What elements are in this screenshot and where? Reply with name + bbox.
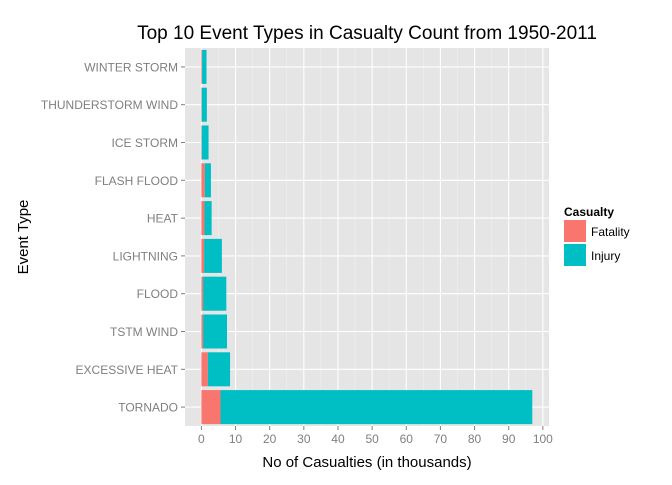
bar-fatality [201,276,204,311]
x-tick-label: 20 [263,432,277,446]
chart-title: Top 10 Event Types in Casualty Count fro… [137,23,597,44]
legend-key-fatality [564,220,586,242]
bar-injury [204,201,212,236]
y-tick-label: FLASH FLOOD [95,174,179,188]
bar-injury [202,49,207,84]
y-tick-label: LIGHTNING [113,249,178,263]
y-tick-label: EXCESSIVE HEAT [76,363,179,377]
x-tick-label: 70 [434,432,448,446]
x-tick-label: 90 [502,432,516,446]
x-tick-label: 40 [331,432,345,446]
x-tick-label: 100 [533,432,553,446]
x-axis-label: No of Casualties (in thousands) [262,454,471,471]
y-tick-label: FLOOD [137,287,179,301]
x-tick-label: 30 [297,432,311,446]
bar-injury [201,87,207,122]
legend-key-injury [564,244,586,266]
x-tick-label: 80 [468,432,482,446]
y-axis-label: Event Type [15,200,32,275]
bar-fatality [201,201,205,236]
plot-panel [185,48,549,426]
legend-label: Injury [591,249,620,263]
bar-injury [220,390,533,425]
bar-fatality [201,314,204,349]
legend-title: Casualty [564,205,614,219]
bar-fatality [201,390,221,425]
bar-injury [207,352,231,387]
bar-fatality [201,125,202,160]
bar-fatality [201,163,205,198]
x-tick-label: 10 [229,432,243,446]
x-tick-label: 0 [198,432,205,446]
x-tick-label: 50 [365,432,379,446]
y-tick-label: WINTER STORM [84,60,178,74]
bar-injury [201,125,209,160]
bar-fatality [201,352,208,387]
bar-fatality [201,238,205,273]
y-tick-label: TSTM WIND [110,325,178,339]
y-tick-label: ICE STORM [112,136,178,150]
y-tick-label: TORNADO [118,401,178,415]
legend-label: Fatality [591,225,630,239]
x-tick-label: 60 [400,432,414,446]
legend: Casualty Fatality Injury [564,205,630,266]
bar-injury [203,276,227,311]
bar-fatality [201,87,202,122]
bar-injury [204,163,211,198]
bar-injury [204,238,222,273]
y-tick-label: HEAT [147,212,179,226]
y-tick-label: THUNDERSTORM WIND [41,98,178,112]
bar-injury [203,314,227,349]
bar-fatality [201,49,203,84]
